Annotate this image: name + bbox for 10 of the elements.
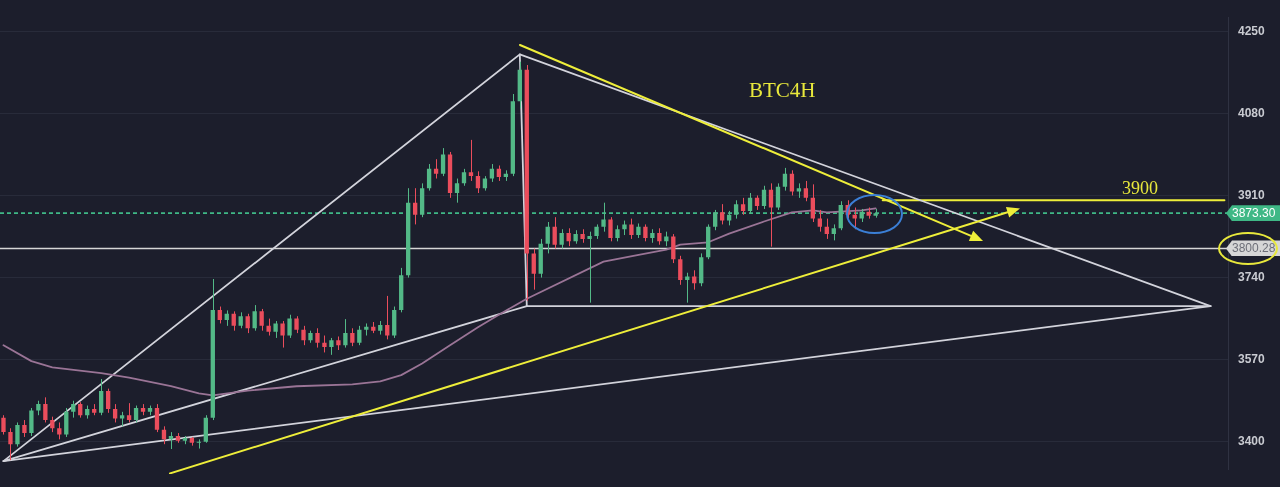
y-tick-label: 3740: [1238, 269, 1266, 284]
ref-line-label: 3873.30: [1226, 205, 1280, 222]
y-tick-label: 4080: [1238, 105, 1266, 120]
ref-line-label: 3800.28: [1226, 240, 1280, 257]
y-tick-label: 3570: [1238, 351, 1266, 366]
y-tick-label: 3910: [1238, 187, 1266, 202]
y-tick-label: 4250: [1238, 23, 1266, 38]
text: BTC4H: [749, 78, 816, 102]
annotation: 3900: [1122, 178, 1158, 199]
y-tick-label: 3400: [1238, 434, 1266, 449]
